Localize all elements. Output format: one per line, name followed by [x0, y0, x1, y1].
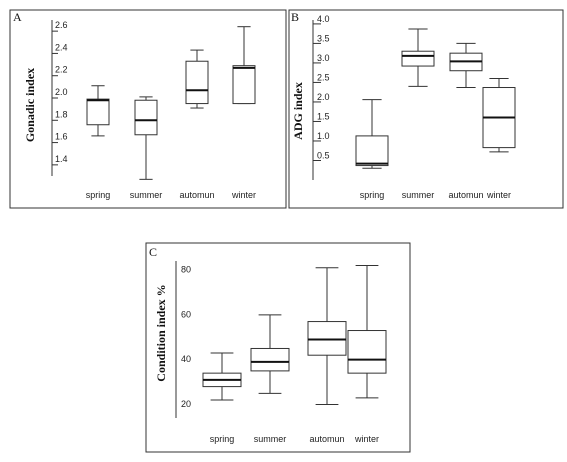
box-summer [134, 96, 158, 180]
y-tick-label: 20 [181, 399, 191, 409]
category-label: automun [179, 190, 214, 200]
y-tick-label: 2.2 [55, 65, 68, 75]
box-iqr [232, 65, 256, 105]
category-label: spring [210, 434, 235, 444]
category-label: automun [448, 190, 483, 200]
box-iqr [250, 347, 290, 372]
y-tick-label: 1.6 [55, 132, 68, 142]
category-label: summer [254, 434, 287, 444]
panel-c: C 20 40 60 80 Condition index % spring summer au… [145, 242, 411, 453]
box-iqr [401, 50, 435, 67]
y-tick-label: 1.4 [55, 154, 68, 164]
box-iqr [307, 321, 347, 356]
box-winter [232, 26, 256, 105]
category-label: winter [231, 190, 256, 200]
category-label: spring [360, 190, 385, 200]
y-tick-label: 60 [181, 309, 191, 319]
box-winter [347, 264, 387, 399]
panel-a: A 1.4 1.6 1.8 2.0 2.2 2.4 2.6 Gonadic index sprin… [9, 9, 287, 209]
y-axis-label: Gonadic index [23, 68, 37, 142]
y-axis-label: ADG index [291, 82, 305, 140]
category-label: winter [354, 434, 379, 444]
category-label: automun [309, 434, 344, 444]
box-iqr [185, 60, 209, 105]
panel-frame [9, 9, 287, 209]
panel-frame [288, 9, 564, 209]
category-label: spring [86, 190, 111, 200]
panel-b: B 0.5 1.0 1.5 2.0 2.5 3.0 3.5 4.0 ADG index spring… [288, 9, 564, 209]
y-axis-label: Condition index % [154, 284, 168, 381]
box-iqr [347, 330, 387, 374]
box-winter [482, 78, 516, 153]
y-tick-label: 2.5 [317, 72, 330, 82]
y-tick-label: 40 [181, 354, 191, 364]
box-automun [307, 267, 347, 406]
y-tick-label: 2.6 [55, 20, 68, 30]
category-label: winter [486, 190, 511, 200]
box-spring [202, 352, 242, 401]
y-tick-label: 3.0 [317, 53, 330, 63]
box-summer [250, 314, 290, 394]
box-spring [86, 85, 110, 137]
y-tick-label: 1.5 [317, 111, 330, 121]
y-tick-label: 3.5 [317, 33, 330, 43]
box-iqr [134, 99, 158, 136]
y-tick-label: 0.5 [317, 150, 330, 160]
y-tick-label: 80 [181, 264, 191, 274]
y-tick-label: 1.0 [317, 131, 330, 141]
box-iqr [355, 135, 389, 167]
y-tick-label: 2.0 [55, 87, 68, 97]
y-tick-label: 2.4 [55, 42, 68, 52]
panel-label: A [13, 10, 22, 24]
panel-label: C [149, 245, 157, 259]
box-automun [449, 42, 483, 89]
y-tick-label: 2.0 [317, 92, 330, 102]
category-label: summer [130, 190, 163, 200]
y-tick-label: 1.8 [55, 109, 68, 119]
category-label: summer [402, 190, 435, 200]
box-summer [401, 28, 435, 87]
box-automun [185, 49, 209, 109]
panel-frame [145, 242, 411, 453]
box-spring [355, 99, 389, 169]
panel-label: B [291, 10, 299, 24]
y-tick-label: 4.0 [317, 14, 330, 24]
box-iqr [86, 98, 110, 126]
